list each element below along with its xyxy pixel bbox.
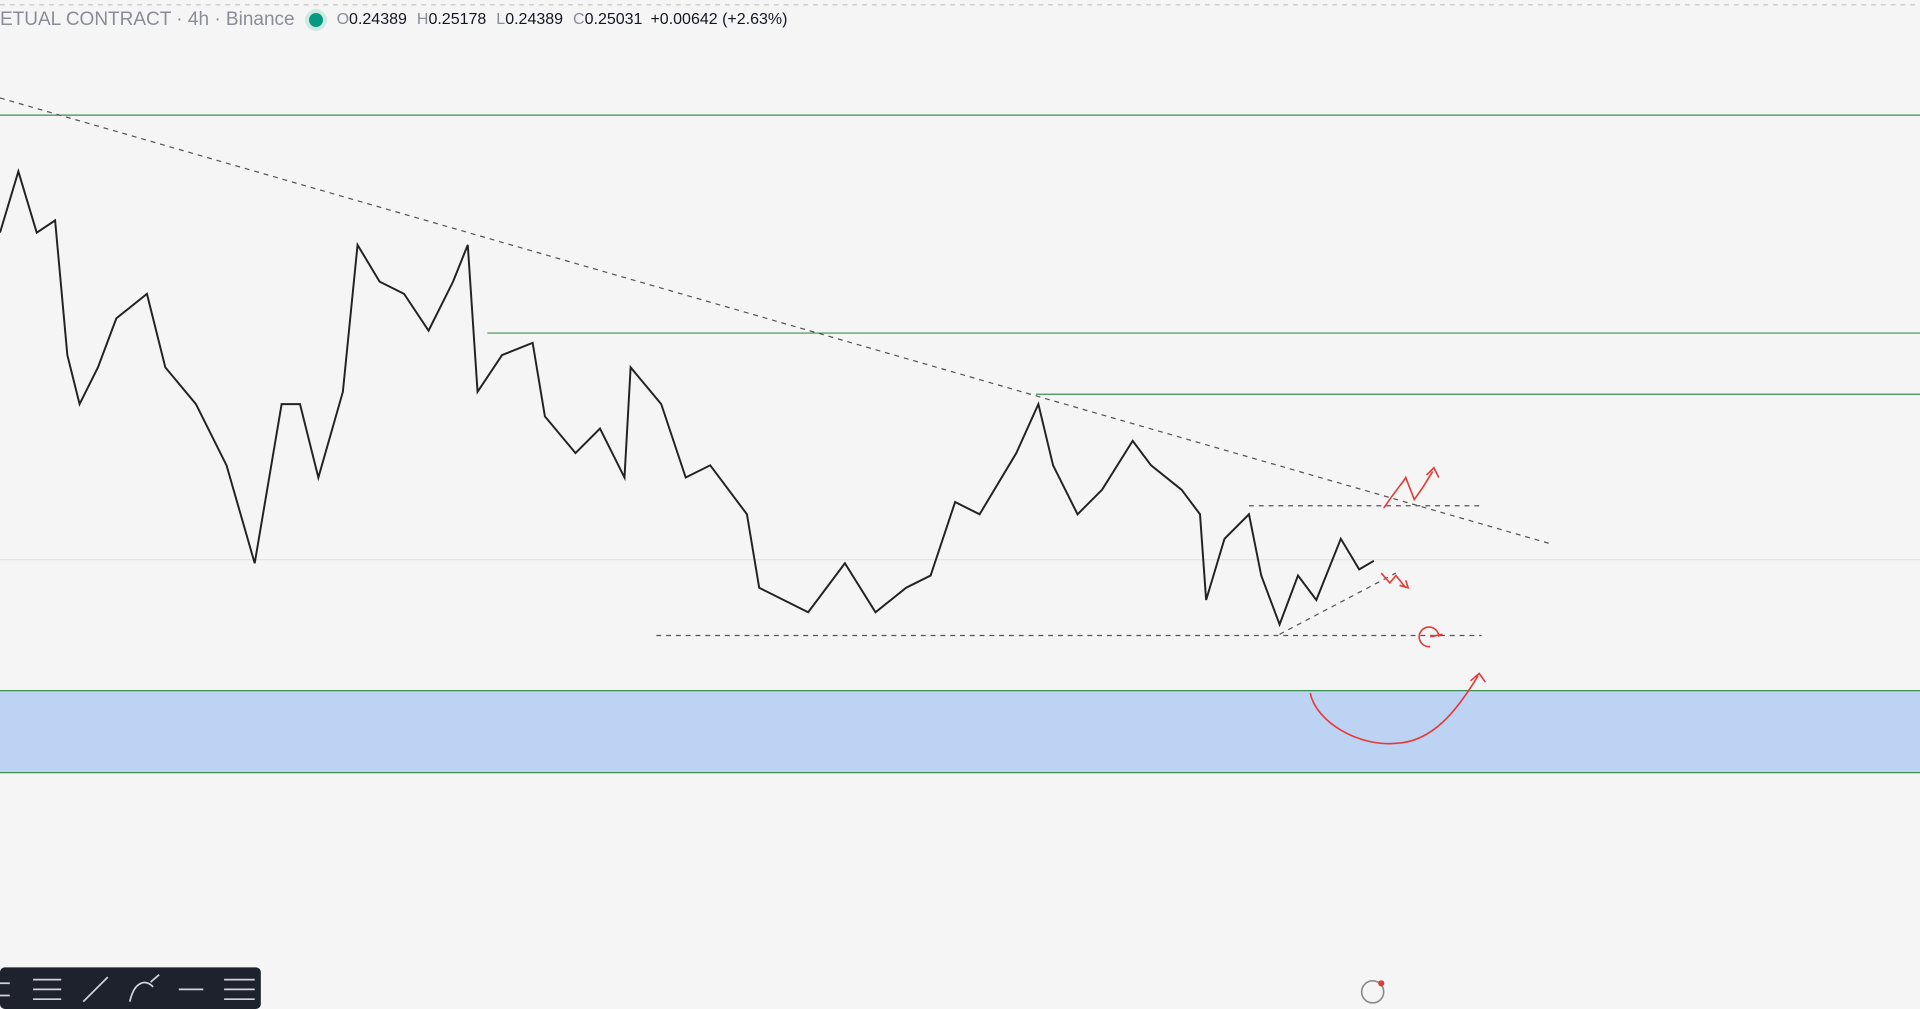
tool-icon[interactable] xyxy=(224,978,255,1001)
trendline xyxy=(0,97,1551,545)
ohlc-value: 0.25031 xyxy=(584,11,643,28)
demand-zone xyxy=(0,690,1920,773)
drawings xyxy=(0,4,1920,1009)
symbol-legend: ETUAL CONTRACT · 4h · Binance O0.24389 H0… xyxy=(0,8,787,32)
tool-icon[interactable] xyxy=(0,982,10,997)
hand-annotations xyxy=(1309,466,1486,745)
ohlc-key: H xyxy=(416,11,429,28)
toolbar-icons xyxy=(0,974,255,1003)
symbol-title[interactable]: ETUAL CONTRACT · 4h · Binance xyxy=(0,9,295,30)
tool-icon[interactable] xyxy=(128,974,160,1002)
price-change: +0.00642 (+2.63%) xyxy=(650,11,788,28)
bearish-arrow xyxy=(1380,572,1410,589)
price-series xyxy=(0,168,1375,628)
replay-icon[interactable] xyxy=(1360,980,1385,1004)
bullish-arrow xyxy=(1383,466,1440,509)
ohlc-key: O xyxy=(336,11,350,28)
ohlc-key: C xyxy=(573,11,585,28)
tool-icon[interactable] xyxy=(33,978,62,1001)
ohlc-key: L xyxy=(496,11,506,28)
drawing-toolbar xyxy=(0,967,261,1009)
ohlc-values: O0.24389 H0.25178 L0.24389 C0.25031 xyxy=(337,11,643,29)
ohlc-value: 0.25178 xyxy=(428,11,487,28)
ohlc-value: 0.24389 xyxy=(505,11,564,28)
ohlc-item: O0.24389 xyxy=(337,11,407,29)
ohlc-value: 0.24389 xyxy=(349,11,407,28)
sweep-arrow xyxy=(1309,672,1486,745)
ohlc-item: C0.25031 xyxy=(573,11,642,29)
ohlc-item: H0.25178 xyxy=(417,11,486,29)
ohlc-item: L0.24389 xyxy=(496,11,563,29)
rising-trendline xyxy=(1279,572,1397,635)
bounce-mark xyxy=(1418,626,1443,648)
market-status xyxy=(308,13,323,27)
notification-dot xyxy=(1378,980,1385,987)
tool-icon[interactable] xyxy=(82,976,109,1003)
